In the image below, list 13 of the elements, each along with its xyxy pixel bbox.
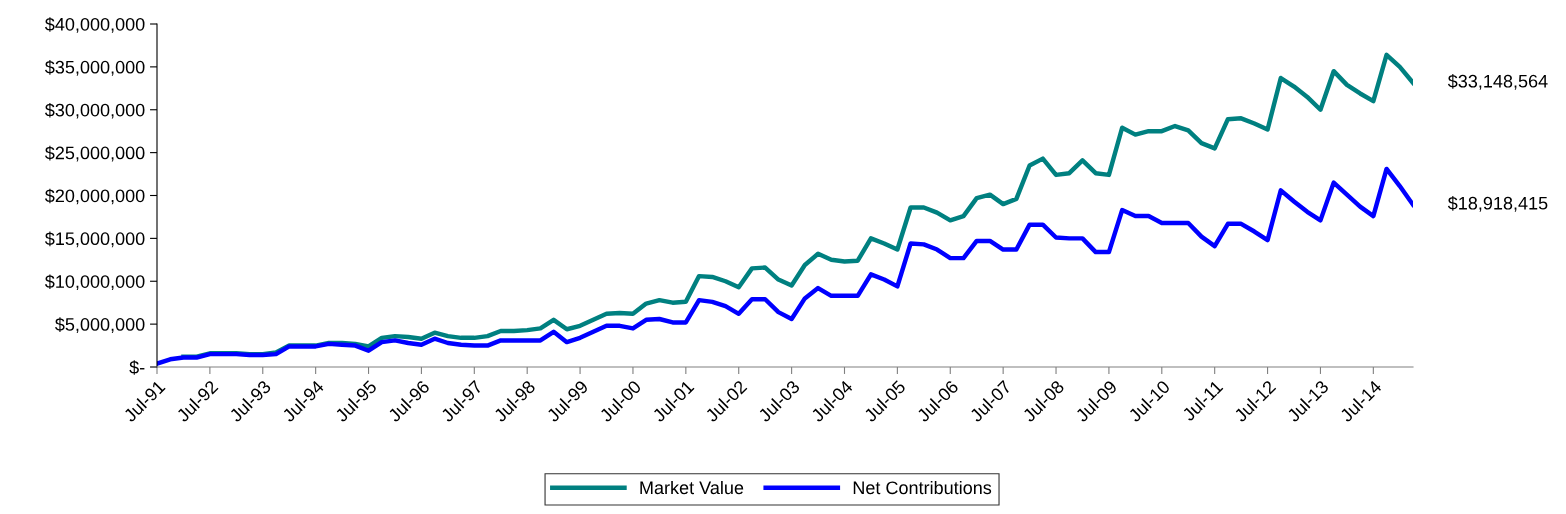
y-tick-label: $35,000,000: [44, 60, 145, 76]
legend-label: Market Value: [640, 480, 744, 495]
text: $18,918,415: [1447, 196, 1548, 212]
y-tick-label: $30,000,000: [44, 102, 145, 119]
y-tick-label: $40,000,000: [44, 17, 145, 33]
y-tick-label: $25,000,000: [44, 145, 145, 162]
y-tick-label: $20,000,000: [44, 188, 145, 205]
y-tick-label: $5,000,000: [55, 317, 145, 333]
y-tick-label: $-: [129, 360, 145, 375]
text: $33,148,564: [1447, 74, 1548, 90]
y-tick-label: $15,000,000: [44, 231, 145, 248]
legend-label: Net Contributions: [853, 480, 992, 495]
y-tick-label: $10,000,000: [44, 274, 145, 291]
